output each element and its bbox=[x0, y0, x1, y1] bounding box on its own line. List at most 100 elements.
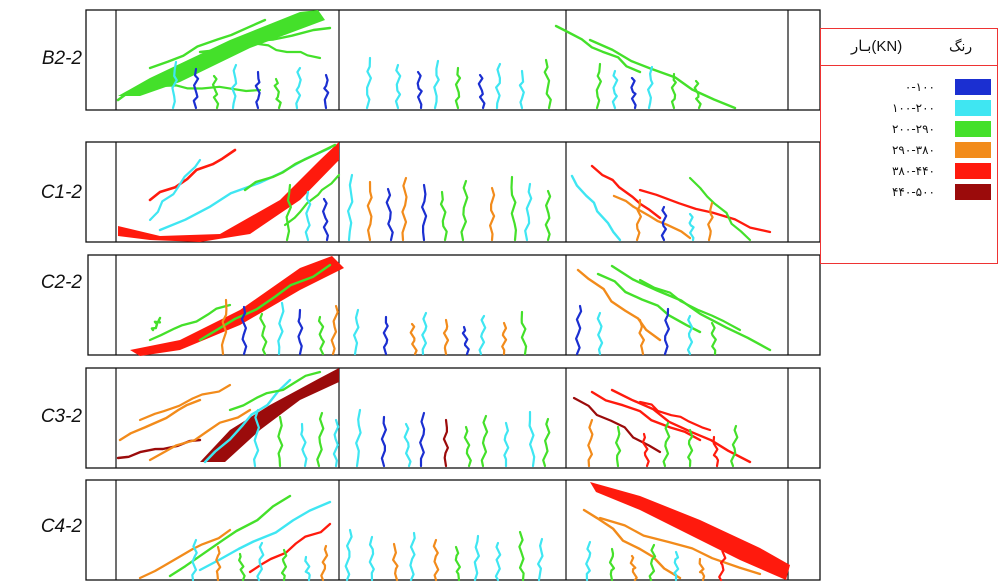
legend-swatch bbox=[955, 142, 991, 158]
crack-line bbox=[365, 56, 372, 110]
crack-line bbox=[660, 205, 668, 242]
crack-line bbox=[442, 318, 450, 356]
crack-line bbox=[575, 304, 583, 356]
legend-range: ۱۰۰-۲۰۰ bbox=[891, 101, 935, 115]
crack-line bbox=[300, 422, 308, 468]
crack-line bbox=[304, 555, 311, 582]
crack-line bbox=[587, 418, 594, 468]
crack-line bbox=[297, 308, 304, 356]
crack-line bbox=[635, 198, 642, 242]
crack-line bbox=[612, 194, 692, 240]
crack-line bbox=[409, 322, 418, 356]
crack-line bbox=[215, 545, 222, 582]
crack-line bbox=[231, 63, 238, 110]
crack-line bbox=[518, 530, 525, 582]
crack-line bbox=[283, 173, 341, 227]
crack-line bbox=[220, 298, 228, 356]
crack-line bbox=[615, 425, 622, 468]
crack-line bbox=[259, 312, 268, 356]
crack-line bbox=[608, 547, 616, 582]
crack-line bbox=[316, 411, 325, 468]
crack-line bbox=[198, 26, 332, 54]
crack-line bbox=[385, 187, 394, 242]
crack-line bbox=[611, 69, 619, 110]
crack-line bbox=[543, 58, 552, 110]
crack-line bbox=[171, 60, 178, 110]
crack-line bbox=[368, 535, 375, 582]
crack-line bbox=[256, 541, 265, 582]
crack-line bbox=[518, 69, 525, 110]
crack-line bbox=[582, 508, 682, 580]
beam-label-c1-2: C1-2 bbox=[40, 182, 82, 203]
crack-line bbox=[416, 70, 423, 110]
legend-row: ۱۰۰-۲۰۰ bbox=[821, 100, 997, 116]
legend-row: ۲۰۰-۲۹۰ bbox=[821, 121, 997, 137]
crack-line bbox=[638, 318, 645, 356]
crack-line bbox=[673, 550, 680, 582]
crack-line bbox=[317, 315, 325, 356]
crack-line bbox=[638, 400, 712, 432]
crack-line bbox=[501, 321, 508, 356]
crack-line bbox=[432, 538, 440, 582]
crack-line bbox=[528, 410, 536, 468]
crack-line bbox=[629, 554, 638, 582]
legend-swatch bbox=[955, 79, 991, 95]
crack-line bbox=[150, 316, 162, 332]
crack-line bbox=[118, 398, 202, 442]
crack-line bbox=[320, 544, 329, 582]
crack-line bbox=[192, 67, 200, 110]
crack-line bbox=[510, 175, 517, 242]
crack-line bbox=[494, 541, 502, 582]
crack-line bbox=[403, 422, 412, 468]
crack-line bbox=[366, 180, 373, 242]
crack-line bbox=[638, 278, 742, 332]
legend-range: ۴۴۰-۵۰۰ bbox=[891, 185, 935, 199]
crack-line bbox=[572, 396, 662, 454]
legend-swatch bbox=[955, 184, 991, 200]
legend-header: بـار(KN) رنگ bbox=[821, 29, 997, 66]
legend-swatch bbox=[955, 163, 991, 179]
crack-line bbox=[590, 164, 662, 220]
crack-line bbox=[273, 77, 282, 110]
crack-line bbox=[254, 70, 261, 110]
crack-line bbox=[380, 415, 387, 468]
crack-line bbox=[686, 314, 694, 356]
crack-line bbox=[285, 183, 292, 242]
crack-line bbox=[191, 538, 198, 582]
crack-line bbox=[461, 325, 470, 356]
crack-line bbox=[687, 428, 694, 468]
legend-swatch bbox=[955, 121, 991, 137]
crack-line bbox=[524, 182, 533, 242]
crack-line bbox=[280, 548, 288, 582]
crack-line bbox=[198, 263, 332, 342]
legend-row: ۰-۱۰۰ bbox=[821, 79, 997, 95]
beam-label-c2-2: C2-2 bbox=[40, 272, 82, 293]
crack-line bbox=[243, 143, 337, 192]
crack-line bbox=[439, 190, 448, 242]
beam-label-c3-2: C3-2 bbox=[40, 406, 82, 427]
crack-line bbox=[116, 56, 207, 102]
crack-line bbox=[442, 418, 449, 468]
crack-line bbox=[323, 73, 330, 110]
crack-line bbox=[148, 158, 202, 222]
crack-line bbox=[670, 72, 677, 110]
crack-line bbox=[712, 435, 720, 468]
crack-line bbox=[168, 494, 292, 578]
legend-range: ۳۸۰-۴۴۰ bbox=[891, 164, 935, 178]
beam-frame bbox=[87, 254, 821, 356]
load-legend: بـار(KN) رنگ ۰-۱۰۰ ۱۰۰-۲۰۰ ۲۰۰-۲۹۰ ۲۹۰-۳… bbox=[820, 28, 998, 264]
legend-swatch bbox=[955, 100, 991, 116]
crack-line bbox=[277, 301, 285, 356]
crack-line bbox=[277, 415, 284, 468]
legend-range: ۲۹۰-۳۸۰ bbox=[891, 143, 935, 157]
crack-line bbox=[463, 425, 472, 468]
crack-line bbox=[304, 190, 312, 242]
crack-line bbox=[148, 303, 232, 342]
crack-line bbox=[503, 421, 510, 468]
crack-line bbox=[243, 40, 322, 60]
crack-line bbox=[240, 305, 248, 356]
crack-line bbox=[710, 321, 717, 356]
crack-line bbox=[355, 408, 362, 468]
